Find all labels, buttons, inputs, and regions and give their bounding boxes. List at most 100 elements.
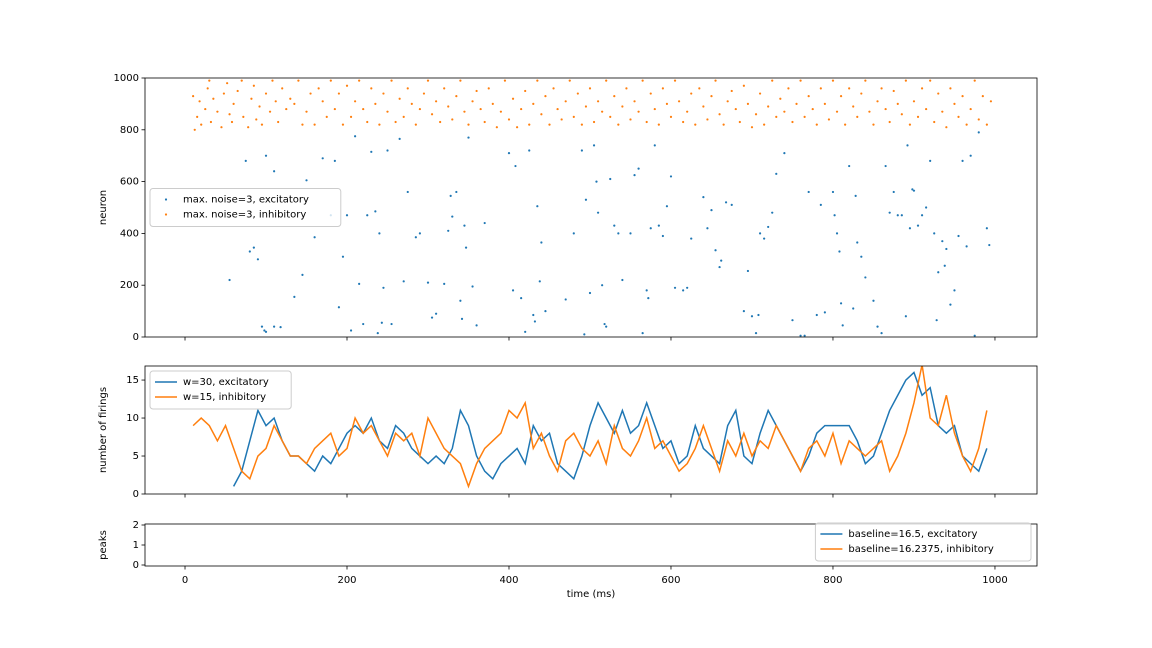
point [443, 282, 446, 286]
point [977, 118, 980, 121]
point [552, 87, 555, 90]
point [483, 221, 486, 225]
point [588, 87, 592, 90]
point [710, 95, 713, 98]
point [906, 144, 909, 147]
point [823, 311, 826, 314]
point [791, 319, 794, 322]
point [495, 126, 498, 129]
point [637, 110, 640, 113]
point [965, 245, 968, 248]
point [584, 198, 588, 201]
point [301, 123, 304, 126]
point [532, 102, 535, 105]
point [430, 316, 434, 319]
point [617, 123, 620, 126]
point [560, 118, 563, 121]
point [370, 87, 373, 90]
point [507, 118, 511, 121]
point [706, 118, 709, 121]
point [333, 107, 336, 111]
point [524, 89, 527, 93]
point [252, 246, 255, 249]
y-tick-label: 2 [133, 520, 139, 531]
point [301, 273, 304, 276]
point [414, 123, 417, 126]
point [783, 152, 786, 155]
point [775, 172, 778, 175]
y-tick-label: 200 [120, 280, 139, 291]
y-tick-label: 800 [120, 125, 139, 136]
point [260, 325, 264, 328]
point [305, 179, 308, 182]
point [576, 92, 579, 95]
legend-box [149, 370, 292, 410]
point [220, 126, 223, 129]
point [908, 227, 912, 230]
point [406, 190, 409, 194]
point [596, 100, 600, 103]
point [544, 310, 547, 313]
point [592, 144, 596, 147]
point [839, 95, 843, 98]
point [746, 269, 750, 273]
point [742, 84, 745, 87]
point [198, 100, 201, 103]
point [645, 120, 648, 124]
point [252, 84, 255, 87]
point [341, 255, 345, 258]
point [864, 79, 867, 82]
y-tick-label: 5 [133, 451, 139, 462]
point [439, 120, 442, 124]
point [455, 95, 458, 98]
y-axis-label: peaks [98, 530, 109, 560]
x-tick-label: 600 [661, 575, 680, 586]
point [313, 236, 316, 239]
point [471, 100, 474, 103]
point [807, 95, 810, 98]
point [884, 164, 887, 168]
point [746, 102, 750, 105]
point [459, 79, 462, 82]
point [722, 123, 725, 126]
legend-marker [164, 198, 168, 201]
point [827, 118, 831, 121]
point [831, 79, 835, 82]
point [738, 120, 741, 124]
point [255, 118, 258, 121]
line [232, 371, 988, 487]
point [329, 79, 332, 82]
point [669, 115, 673, 118]
legend-label: max. noise=3, excitatory [183, 195, 309, 206]
point [588, 291, 592, 295]
y-tick-label: 10 [126, 413, 139, 424]
point [321, 100, 324, 103]
point [973, 79, 976, 82]
point [390, 322, 393, 326]
point [621, 278, 624, 282]
point [888, 211, 891, 214]
point [908, 123, 912, 126]
point [540, 241, 543, 244]
point [953, 102, 956, 105]
point [540, 113, 543, 116]
point [835, 232, 839, 235]
point [564, 298, 567, 301]
point [698, 87, 701, 90]
point [536, 79, 539, 82]
point [609, 115, 612, 118]
point [434, 100, 438, 103]
line [192, 366, 988, 489]
point [247, 126, 250, 129]
point [872, 123, 875, 126]
point [763, 237, 766, 240]
point [767, 105, 770, 108]
point [730, 203, 733, 207]
point [583, 333, 586, 336]
point [394, 120, 397, 124]
point [961, 95, 964, 98]
point [248, 250, 251, 253]
point [605, 325, 608, 328]
y-tick-label: 15 [126, 375, 139, 386]
point [580, 123, 583, 126]
